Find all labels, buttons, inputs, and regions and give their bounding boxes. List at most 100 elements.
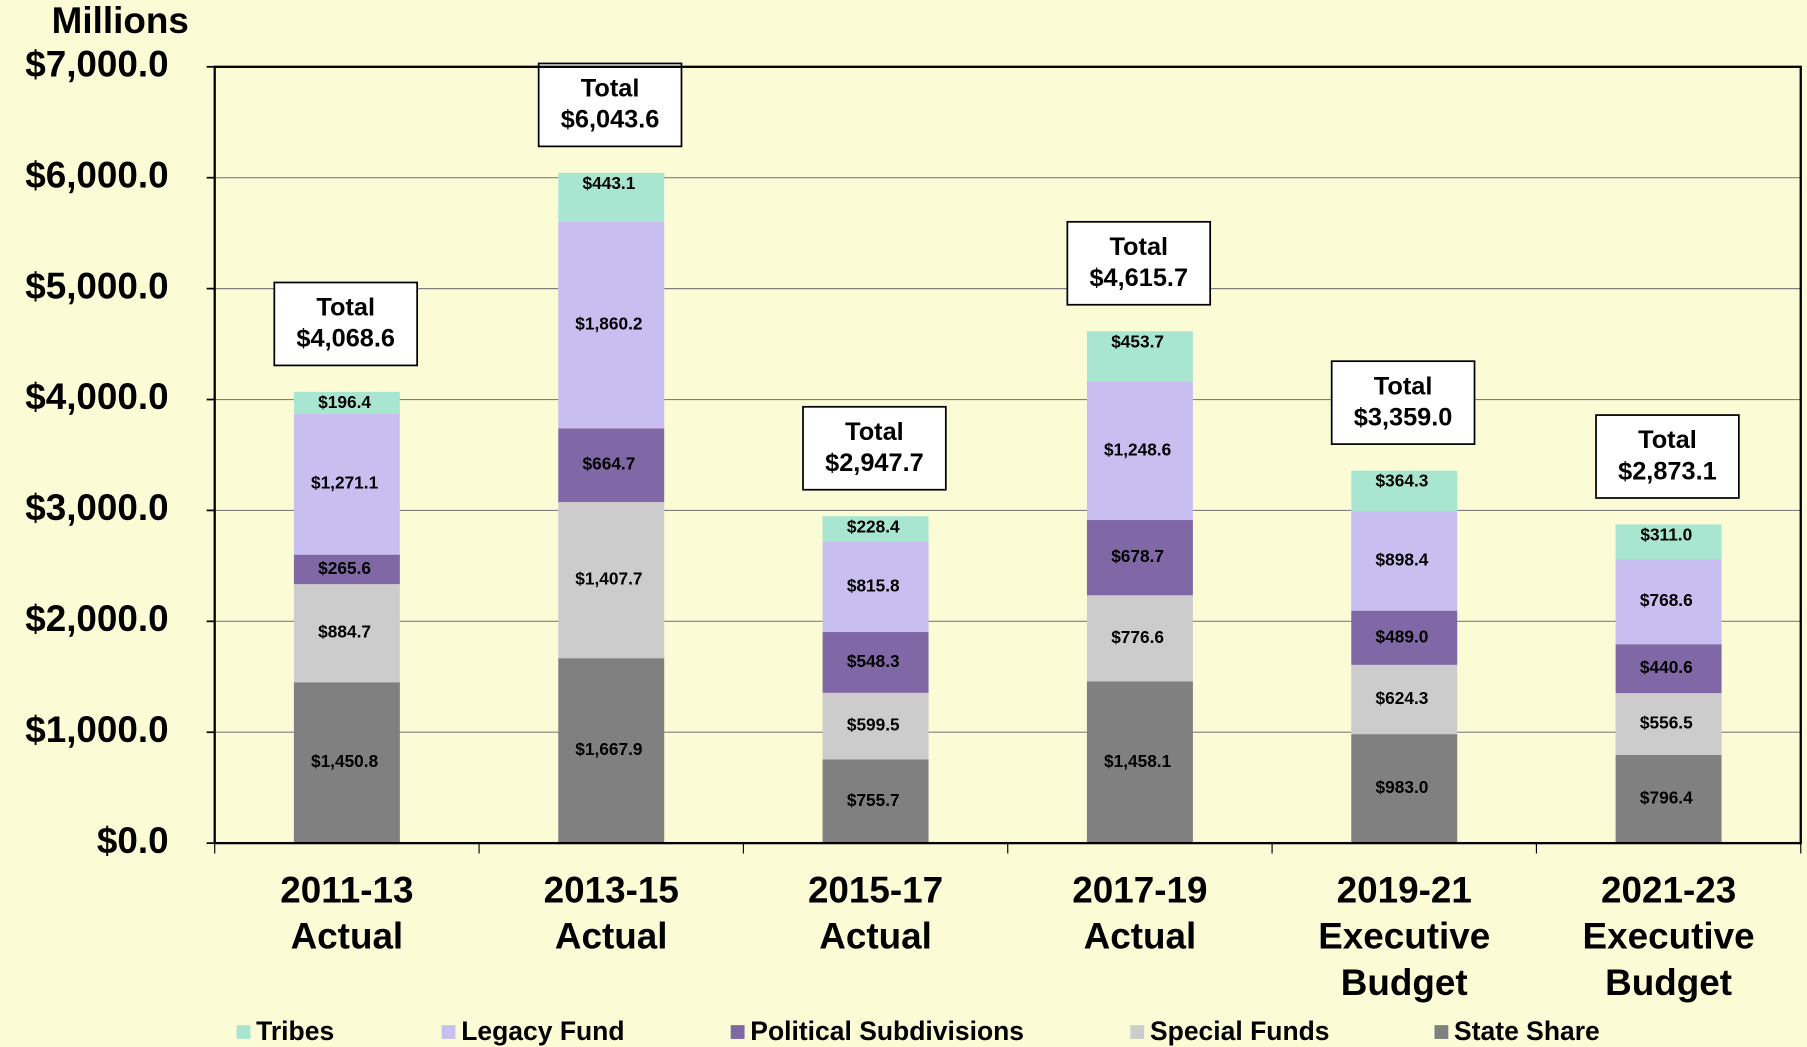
- bar-segment: [822, 516, 929, 542]
- total-box: [1330, 360, 1476, 445]
- data-label: $440.6: [1640, 657, 1693, 677]
- bar-segment: [1351, 664, 1458, 735]
- data-label: $489.0: [1376, 626, 1429, 646]
- bar-segment: [1351, 511, 1458, 611]
- x-tick-label: 2011-13 Actual: [280, 869, 413, 956]
- total-label: $2,947.7: [825, 449, 924, 477]
- bar-segment: [822, 759, 929, 844]
- bar-segment: [1351, 470, 1458, 512]
- total-box: [802, 405, 947, 491]
- data-label: $311.0: [1640, 525, 1692, 545]
- data-label: $548.3: [847, 651, 900, 671]
- data-label: $1,860.2: [575, 314, 642, 334]
- bar-segment: [293, 554, 400, 585]
- data-label: $1,450.8: [311, 751, 379, 771]
- data-label: $196.4: [318, 392, 371, 412]
- legend-label: Special Funds: [1150, 1016, 1330, 1046]
- y-tick-label: $2,000.0: [25, 598, 168, 639]
- total-title: Total: [1109, 233, 1168, 261]
- bar-segment: [293, 584, 400, 683]
- x-tick-label: 2019-21 Executive Budget: [1318, 869, 1490, 1002]
- bar-segment: [558, 222, 665, 429]
- data-label: $678.7: [1111, 546, 1164, 566]
- x-tick-line: Actual: [555, 915, 668, 956]
- y-axis-label: Millions: [52, 0, 189, 41]
- data-label: $898.4: [1376, 549, 1429, 569]
- x-tick-line: Actual: [1084, 915, 1197, 956]
- total-title: Total: [845, 418, 904, 446]
- y-tick-label: $5,000.0: [25, 265, 168, 306]
- legend-swatch: [1130, 1025, 1145, 1039]
- data-label: $664.7: [583, 454, 636, 474]
- bar-segment: [1615, 754, 1722, 844]
- total-label: $4,068.6: [296, 325, 395, 353]
- x-tick-line: 2017-19: [1072, 869, 1207, 910]
- legend-swatch: [1434, 1025, 1449, 1039]
- bar-segment: [1615, 558, 1722, 645]
- bar-segment: [822, 541, 929, 633]
- total-label: $4,615.7: [1089, 264, 1188, 292]
- x-tick-line: 2019-21: [1337, 869, 1472, 910]
- data-label: $228.4: [847, 516, 900, 536]
- total-title: Total: [1638, 426, 1697, 454]
- bar-segment: [293, 682, 400, 844]
- bar-segment: [1615, 524, 1722, 559]
- data-label: $624.3: [1376, 688, 1429, 708]
- y-tick-label: $4,000.0: [25, 376, 168, 417]
- bar-segment: [1615, 693, 1722, 755]
- bar-segment: [293, 413, 400, 555]
- x-tick-line: Budget: [1341, 962, 1468, 1003]
- data-label: $755.7: [847, 790, 900, 810]
- legend-swatch: [441, 1025, 456, 1039]
- x-tick-line: 2021-23: [1601, 869, 1736, 910]
- total-title: Total: [1374, 372, 1433, 400]
- data-label: $884.7: [318, 622, 371, 642]
- legend-label: Tribes: [256, 1016, 334, 1046]
- x-tick-line: Executive: [1583, 915, 1755, 956]
- bar-segment: [1351, 610, 1458, 665]
- data-label: $1,271.1: [311, 473, 379, 493]
- bar-segment: [558, 502, 665, 659]
- bar-segment: [293, 391, 400, 414]
- data-label: $453.7: [1111, 331, 1164, 351]
- total-label: $6,043.6: [561, 106, 660, 134]
- bar-segment: [822, 632, 929, 693]
- bar-segment: [1351, 734, 1458, 844]
- total-label: $2,873.1: [1618, 457, 1717, 485]
- x-tick-label: 2021-23 Executive Budget: [1583, 869, 1755, 1002]
- x-tick-label: 2017-19 Actual: [1072, 869, 1207, 956]
- total-box: [1066, 220, 1212, 306]
- x-tick-label: 2013-15 Actual: [544, 869, 679, 956]
- bar-segment: [558, 428, 665, 503]
- legend-swatch: [730, 1025, 745, 1039]
- data-label: $364.3: [1376, 471, 1429, 491]
- legend-label: Legacy Fund: [461, 1016, 624, 1046]
- y-tick-label: $6,000.0: [25, 154, 168, 195]
- y-tick-label: $3,000.0: [25, 487, 168, 528]
- bar-segment: [1086, 331, 1193, 382]
- data-label: $265.6: [318, 558, 371, 578]
- x-tick-line: Actual: [291, 915, 404, 956]
- data-label: $443.1: [583, 173, 636, 193]
- total-title: Total: [316, 294, 375, 322]
- data-label: $815.8: [847, 575, 900, 595]
- x-tick-line: Executive: [1318, 915, 1490, 956]
- data-label: $768.6: [1640, 590, 1693, 610]
- y-tick-label: $0.0: [97, 820, 169, 861]
- y-tick-label: $1,000.0: [25, 709, 168, 750]
- total-label: $3,359.0: [1354, 403, 1453, 431]
- bar-segment: [558, 172, 665, 223]
- bar-segment: [1086, 681, 1193, 844]
- data-label: $599.5: [847, 715, 900, 735]
- total-title: Total: [581, 75, 640, 103]
- plot-border: [213, 65, 1802, 845]
- x-tick-line: 2013-15: [544, 869, 679, 910]
- total-box: [273, 281, 419, 367]
- x-tick-line: Actual: [819, 915, 932, 956]
- data-label: $1,667.9: [575, 739, 642, 759]
- data-label: $1,458.1: [1104, 751, 1172, 771]
- bar-segment: [822, 692, 929, 760]
- data-label: $1,407.7: [575, 569, 642, 589]
- x-tick-line: Budget: [1605, 962, 1732, 1003]
